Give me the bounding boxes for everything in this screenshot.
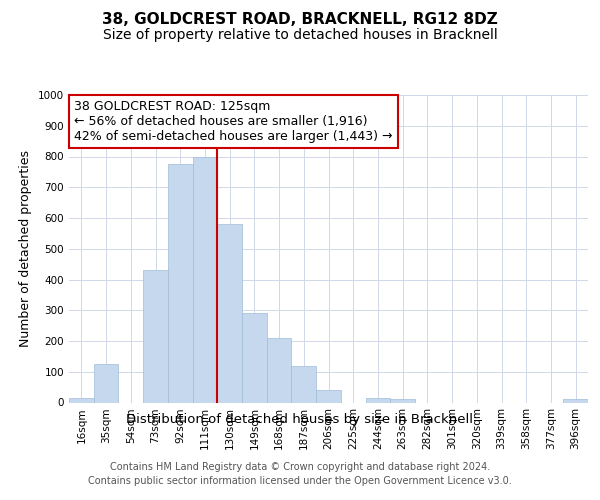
Bar [193, 156, 217, 402]
Bar [242, 314, 267, 402]
Bar [365, 398, 390, 402]
Text: 38, GOLDCREST ROAD, BRACKNELL, RG12 8DZ: 38, GOLDCREST ROAD, BRACKNELL, RG12 8DZ [102, 12, 498, 28]
Bar [168, 164, 193, 402]
Bar [390, 400, 415, 402]
Bar [94, 364, 118, 403]
Text: Distribution of detached houses by size in Bracknell: Distribution of detached houses by size … [127, 412, 473, 426]
Bar [69, 398, 94, 402]
Bar [316, 390, 341, 402]
Bar [267, 338, 292, 402]
Bar [563, 400, 588, 402]
Bar [217, 224, 242, 402]
Y-axis label: Number of detached properties: Number of detached properties [19, 150, 32, 347]
Text: Contains public sector information licensed under the Open Government Licence v3: Contains public sector information licen… [88, 476, 512, 486]
Text: Size of property relative to detached houses in Bracknell: Size of property relative to detached ho… [103, 28, 497, 42]
Text: 38 GOLDCREST ROAD: 125sqm
← 56% of detached houses are smaller (1,916)
42% of se: 38 GOLDCREST ROAD: 125sqm ← 56% of detac… [74, 100, 392, 142]
Bar [143, 270, 168, 402]
Text: Contains HM Land Registry data © Crown copyright and database right 2024.: Contains HM Land Registry data © Crown c… [110, 462, 490, 472]
Bar [292, 366, 316, 403]
